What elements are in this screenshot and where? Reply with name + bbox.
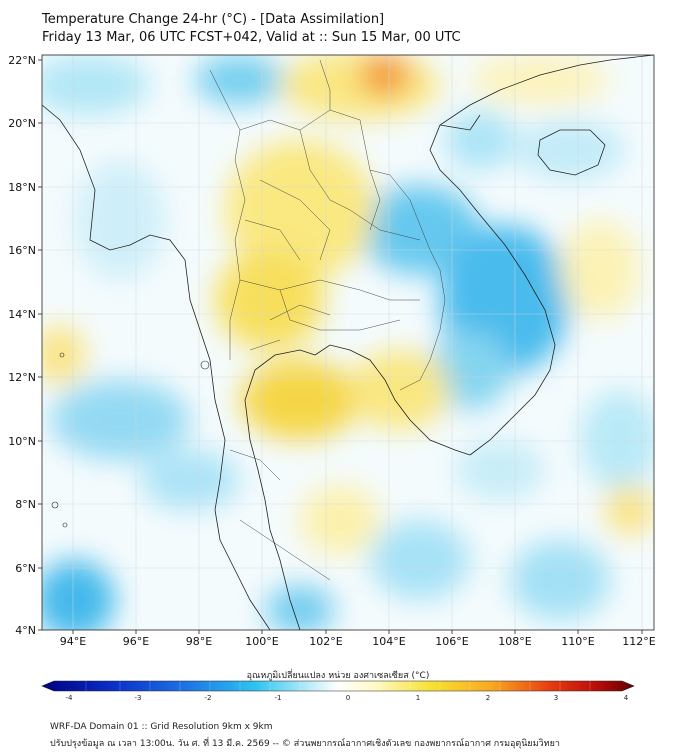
lon-label: 102°E [309, 635, 342, 648]
latitude-labels: 22°N 20°N 18°N 16°N 14°N 12°N 10°N 8°N 6… [8, 54, 36, 637]
colorbar-tick: 0 [346, 694, 350, 702]
colorbar-tick: 3 [554, 694, 558, 702]
lat-label: 14°N [8, 308, 36, 321]
lat-label: 10°N [8, 435, 36, 448]
lat-label: 12°N [8, 371, 36, 384]
temperature-field [42, 55, 654, 630]
longitude-labels: 94°E 96°E 98°E 100°E 102°E 104°E 106°E 1… [60, 635, 656, 648]
lat-label: 20°N [8, 117, 36, 130]
footer-credit: ปรับปรุงข้อมูล ณ เวลา 13:00น. วัน ศ. ที่… [50, 739, 560, 749]
chart-subtitle: Friday 13 Mar, 06 UTC FCST+042, Valid at… [42, 30, 461, 45]
lon-label: 110°E [561, 635, 594, 648]
colorbar-tick: 2 [486, 694, 490, 702]
lon-label: 112°E [622, 635, 655, 648]
lon-label: 106°E [435, 635, 468, 648]
lat-label: 16°N [8, 244, 36, 257]
colorbar: -4 -3 -2 -1 0 1 2 3 4 [41, 680, 635, 702]
lon-label: 100°E [245, 635, 278, 648]
colorbar-tick: -3 [135, 694, 142, 702]
lat-label: 4°N [15, 624, 36, 637]
chart-title: Temperature Change 24-hr (°C) - [Data As… [42, 12, 385, 27]
colorbar-tick: 4 [624, 694, 629, 702]
footer-model-info: WRF-DA Domain 01 :: Grid Resolution 9km … [50, 722, 273, 732]
lon-label: 96°E [123, 635, 149, 648]
lat-label: 18°N [8, 181, 36, 194]
colorbar-tick: -4 [66, 694, 74, 702]
admin-borders [209, 59, 446, 581]
lon-label: 98°E [186, 635, 212, 648]
colorbar-title: อุณหภูมิเปลี่ยนแปลง หน่วย องศาเซลเซียส (… [246, 671, 430, 681]
colorbar-tick: -1 [275, 694, 282, 702]
lon-label: 104°E [372, 635, 405, 648]
lat-label: 6°N [15, 562, 36, 575]
coastlines [42, 55, 654, 630]
lat-label: 22°N [8, 54, 36, 67]
lat-label: 8°N [15, 498, 36, 511]
graticule [42, 55, 654, 630]
map-frame [41, 54, 655, 631]
lon-label: 108°E [498, 635, 531, 648]
lon-label: 94°E [60, 635, 86, 648]
colorbar-tick: 1 [416, 694, 420, 702]
colorbar-tick: -2 [205, 694, 212, 702]
